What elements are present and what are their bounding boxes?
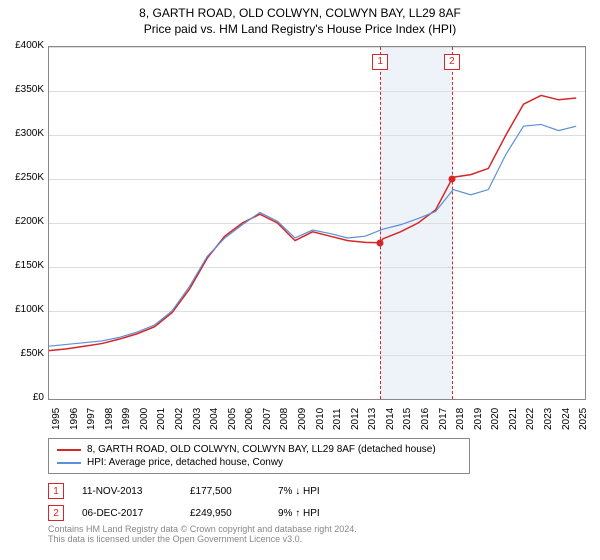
sale-marker-icon: 1 [48, 483, 64, 499]
x-tick-label: 2022 [525, 408, 536, 430]
x-tick-label: 2002 [174, 408, 185, 430]
x-tick-label: 2010 [315, 408, 326, 430]
legend-label-property: 8, GARTH ROAD, OLD COLWYN, COLWYN BAY, L… [87, 444, 436, 455]
sale-price: £249,950 [190, 508, 260, 519]
x-tick-label: 1998 [104, 408, 115, 430]
x-tick-label: 2003 [192, 408, 203, 430]
sale-pct: 9% ↑ HPI [278, 508, 358, 519]
legend-item-property: 8, GARTH ROAD, OLD COLWYN, COLWYN BAY, L… [57, 443, 461, 456]
x-tick-label: 1997 [86, 408, 97, 430]
y-tick-label: £350K [4, 84, 44, 95]
y-tick-label: £0 [4, 392, 44, 403]
plot-area: 12 [48, 46, 586, 400]
y-tick-label: £300K [4, 128, 44, 139]
x-tick-label: 2011 [332, 408, 343, 430]
footer: Contains HM Land Registry data © Crown c… [48, 524, 357, 544]
y-tick-label: £200K [4, 216, 44, 227]
y-tick-label: £50K [4, 348, 44, 359]
x-tick-label: 2013 [367, 408, 378, 430]
chart-subtitle: Price paid vs. HM Land Registry's House … [0, 20, 600, 36]
x-tick-label: 2014 [385, 408, 396, 430]
chart-container: 8, GARTH ROAD, OLD COLWYN, COLWYN BAY, L… [0, 0, 600, 560]
x-tick-label: 2015 [402, 408, 413, 430]
x-tick-label: 2025 [578, 408, 589, 430]
sale-price: £177,500 [190, 486, 260, 497]
x-tick-label: 1995 [51, 408, 62, 430]
x-tick-label: 2008 [279, 408, 290, 430]
y-tick-label: £100K [4, 304, 44, 315]
x-tick-label: 2018 [455, 408, 466, 430]
x-tick-label: 2004 [209, 408, 220, 430]
x-tick-label: 2019 [473, 408, 484, 430]
legend-item-hpi: HPI: Average price, detached house, Conw… [57, 456, 461, 469]
legend-swatch-hpi [57, 462, 81, 464]
sale-row: 2 06-DEC-2017 £249,950 9% ↑ HPI [48, 502, 358, 524]
sale-date: 11-NOV-2013 [82, 486, 172, 497]
x-tick-label: 2017 [438, 408, 449, 430]
x-tick-label: 2005 [227, 408, 238, 430]
x-tick-label: 1996 [69, 408, 80, 430]
x-tick-label: 2006 [244, 408, 255, 430]
sale-date: 06-DEC-2017 [82, 508, 172, 519]
legend-label-hpi: HPI: Average price, detached house, Conw… [87, 457, 283, 468]
x-tick-label: 2001 [156, 408, 167, 430]
x-tick-label: 2023 [543, 408, 554, 430]
x-tick-label: 2000 [139, 408, 150, 430]
x-tick-label: 2009 [297, 408, 308, 430]
x-tick-label: 2024 [561, 408, 572, 430]
y-tick-label: £400K [4, 40, 44, 51]
chart-title: 8, GARTH ROAD, OLD COLWYN, COLWYN BAY, L… [0, 0, 600, 20]
sale-pct: 7% ↓ HPI [278, 486, 358, 497]
footer-line1: Contains HM Land Registry data © Crown c… [48, 524, 357, 534]
x-tick-label: 1999 [121, 408, 132, 430]
legend-swatch-property [57, 449, 81, 451]
sales-table: 1 11-NOV-2013 £177,500 7% ↓ HPI 2 06-DEC-2017… [48, 480, 358, 524]
x-tick-label: 2016 [420, 408, 431, 430]
x-tick-label: 2007 [262, 408, 273, 430]
y-tick-label: £250K [4, 172, 44, 183]
sale-marker-icon: 2 [48, 505, 64, 521]
legend: 8, GARTH ROAD, OLD COLWYN, COLWYN BAY, L… [48, 438, 470, 474]
y-tick-label: £150K [4, 260, 44, 271]
footer-line2: This data is licensed under the Open Gov… [48, 534, 357, 544]
x-tick-label: 2020 [490, 408, 501, 430]
x-tick-label: 2021 [508, 408, 519, 430]
x-tick-label: 2012 [350, 408, 361, 430]
sale-row: 1 11-NOV-2013 £177,500 7% ↓ HPI [48, 480, 358, 502]
